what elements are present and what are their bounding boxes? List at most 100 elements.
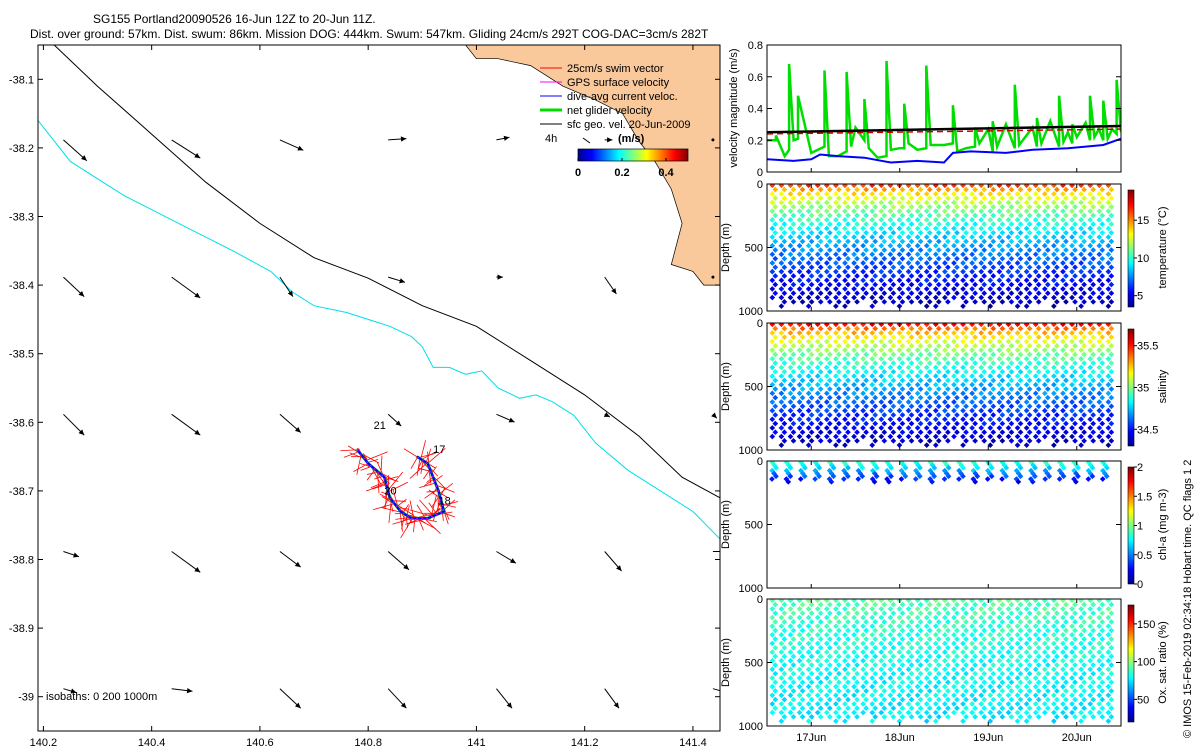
profile-sample (908, 386, 915, 392)
profile-sample (845, 619, 851, 625)
profile-sample (805, 701, 812, 707)
profile-sample (1008, 429, 1015, 436)
profile-sample (1005, 294, 1012, 301)
cbar-tick-label: 0.4 (658, 167, 674, 179)
profile-sample (1008, 290, 1015, 297)
profile-sample (1108, 325, 1115, 332)
profile-sample (860, 692, 866, 699)
profile-sample (969, 184, 975, 189)
profile-sample (908, 299, 915, 305)
profile-sample (1063, 290, 1069, 297)
profile-sample (935, 368, 942, 375)
profile-sample (1044, 610, 1051, 617)
profile-sample (1042, 476, 1049, 482)
profile-sample (1054, 351, 1060, 358)
profile-sample (860, 709, 866, 716)
profile-sample (845, 429, 851, 436)
profile-sample (951, 199, 957, 206)
profile-sample (996, 631, 1003, 638)
profile-sample (923, 225, 930, 232)
profile-sample (896, 425, 903, 431)
profile-sample (826, 627, 833, 634)
profile-sample (881, 420, 888, 427)
profile-sample (890, 212, 897, 219)
y-tick-label: -38.7 (9, 486, 34, 498)
profile-sample (854, 653, 860, 660)
profile-sample (805, 683, 812, 690)
profile-sample (799, 281, 806, 288)
profile-sample (1060, 631, 1066, 638)
profile-sample (826, 377, 833, 384)
profile-sample (1060, 399, 1066, 405)
profile-sample (942, 323, 948, 328)
profile-sample (1005, 623, 1012, 630)
profile-sample (790, 619, 797, 625)
profile-sample (823, 381, 830, 388)
profile-sample (845, 281, 851, 288)
cbar-tick-label: 0.5 (1137, 550, 1152, 562)
profile-sample (1063, 696, 1069, 703)
profile-sample (960, 355, 966, 362)
profile-sample (942, 407, 948, 414)
profile-sample (1041, 425, 1048, 431)
profile-sample (960, 701, 966, 707)
profile-sample (878, 709, 885, 716)
profile-sample (905, 225, 912, 232)
profile-sample (945, 255, 951, 262)
profile-sample (896, 208, 903, 215)
profile-sample (851, 692, 857, 699)
profile-sample (896, 303, 903, 310)
profile-sample (772, 644, 779, 651)
profile-sample (926, 394, 933, 401)
profile-sample (1087, 606, 1094, 612)
profile-sample (817, 229, 824, 236)
profile-sample (845, 264, 851, 271)
profile-sample (896, 242, 903, 249)
profile-sample (781, 290, 788, 297)
profile-sample (1089, 465, 1096, 471)
profile-sample (860, 683, 866, 690)
profile-sample (932, 631, 939, 638)
profile-sample (905, 709, 912, 716)
profile-sample (932, 425, 939, 431)
profile-sample (972, 662, 978, 668)
profile-sample (863, 212, 869, 219)
profile-sample (881, 429, 888, 436)
profile-sample (935, 360, 942, 366)
profile-sample (1023, 701, 1030, 707)
profile-sample (1026, 264, 1033, 271)
profile-sample (887, 277, 894, 284)
profile-sample (872, 212, 879, 219)
profile-sample (863, 247, 869, 253)
profile-sample (1032, 364, 1039, 371)
profile-sample (951, 614, 957, 621)
profile-sample (799, 403, 806, 410)
profile-sample (805, 184, 812, 189)
profile-sample (972, 610, 978, 617)
profile-sample (781, 377, 788, 384)
profile-sample (981, 653, 988, 660)
profile-sample (808, 299, 815, 305)
profile-sample (826, 204, 833, 210)
profile-sample (945, 610, 951, 617)
profile-sample (917, 420, 924, 427)
profile-sample (935, 403, 942, 410)
profile-sample (823, 631, 830, 638)
profile-sample (817, 386, 824, 392)
profile-sample (860, 347, 866, 354)
profile-sample (1054, 601, 1060, 608)
swim-vector (416, 458, 421, 476)
profile-sample (990, 636, 997, 642)
profile-sample (1026, 688, 1033, 694)
profile-sample (836, 412, 842, 418)
profile-sample (942, 433, 948, 440)
profile-sample (878, 286, 885, 292)
profile-sample (963, 644, 969, 651)
profile-sample (1008, 627, 1015, 634)
profile-sample (805, 323, 812, 328)
profile-sample (1087, 709, 1094, 716)
profile-sample (874, 465, 880, 471)
profile-sample (1008, 653, 1015, 660)
profile-sample (890, 221, 897, 227)
profile-sample (981, 290, 988, 297)
